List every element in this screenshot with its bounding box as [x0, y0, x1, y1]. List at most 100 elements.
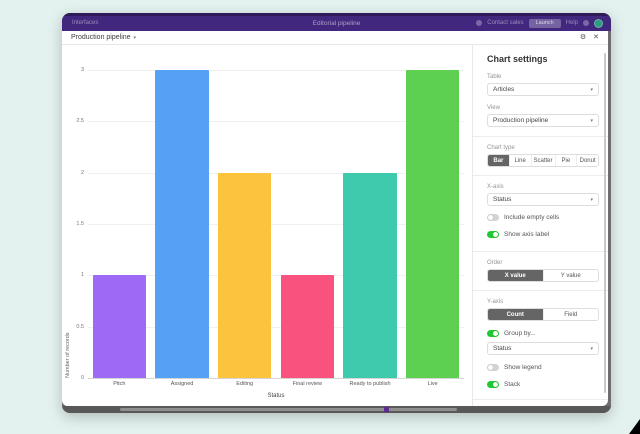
- bar-column: Editing: [213, 70, 276, 387]
- bar-ready-to-publish: [343, 172, 397, 378]
- app-header: Interfaces Editorial pipeline Contact sa…: [62, 13, 611, 31]
- y-tick-label: 2.5: [76, 118, 84, 125]
- stack-toggle[interactable]: [487, 381, 499, 388]
- table-select[interactable]: Articles ▾: [487, 83, 599, 96]
- chevron-down-icon: ▾: [133, 34, 137, 41]
- x-tick-label: Ready to publish: [349, 381, 391, 387]
- segment-field[interactable]: Field: [543, 309, 598, 320]
- launch-button[interactable]: Launch: [528, 18, 561, 28]
- bar-column: Final review: [276, 70, 339, 387]
- include-empty-row: Include empty cells: [487, 209, 599, 226]
- stack-row: Stack: [487, 376, 599, 393]
- view-select[interactable]: Production pipeline ▾: [487, 114, 599, 127]
- view-selector-label: Production pipeline: [71, 34, 131, 41]
- divider: [473, 251, 608, 252]
- gear-icon[interactable]: ⚙: [579, 34, 587, 41]
- segment-count[interactable]: Count: [488, 309, 544, 320]
- x-tick-label: Assigned: [170, 381, 194, 387]
- chevron-down-icon: ▾: [590, 86, 593, 93]
- group-by-select[interactable]: Status ▾: [487, 342, 599, 355]
- segment-pie[interactable]: Pie: [555, 155, 578, 166]
- dialog-toolbar: Production pipeline ▾ ⚙ ✕: [62, 31, 608, 45]
- x-tick-label: Pitch: [113, 381, 126, 387]
- show-axis-label-label: Show axis label: [504, 231, 550, 238]
- include-empty-toggle[interactable]: [487, 214, 499, 221]
- bar-column: Assigned: [151, 70, 214, 387]
- x-tick-label: Final review: [292, 381, 323, 387]
- divider: [473, 136, 608, 137]
- header-left-label[interactable]: Interfaces: [72, 20, 99, 26]
- segment-scatter[interactable]: Scatter: [531, 155, 556, 166]
- segment-y-value[interactable]: Y value: [543, 270, 598, 281]
- gridline: [88, 326, 464, 328]
- group-by-select-value: Status: [493, 345, 512, 352]
- x-axis-select-value: Status: [493, 196, 512, 203]
- dimmed-page-element: [384, 407, 389, 412]
- segment-line[interactable]: Line: [509, 155, 532, 166]
- chevron-down-icon: ▾: [590, 196, 593, 203]
- table-select-value: Articles: [493, 86, 515, 93]
- bar-final-review: [280, 275, 334, 378]
- view-select-value: Production pipeline: [493, 117, 549, 124]
- divider: [473, 175, 608, 176]
- headset-icon: [476, 20, 483, 26]
- bar-column: Live: [401, 70, 464, 387]
- panel-scrollbar[interactable]: [604, 53, 606, 393]
- y-tick-label: 1.5: [76, 221, 84, 227]
- segment-x-value[interactable]: X value: [488, 270, 544, 281]
- x-axis-label: X-axis: [487, 184, 504, 190]
- chevron-down-icon: ▾: [590, 117, 593, 124]
- bar-live: [406, 70, 460, 378]
- bar-editing: [218, 172, 272, 378]
- show-legend-label: Show legend: [504, 364, 542, 371]
- view-field-label: View: [487, 105, 500, 111]
- group-by-row: Group by...: [487, 325, 599, 342]
- horizontal-scrollbar-thumb[interactable]: [120, 408, 457, 411]
- avatar[interactable]: [594, 18, 603, 28]
- bar-column: Ready to publish: [339, 70, 402, 387]
- plot-area: 0 0.5 1 1.5 2 2.5 3 Pitch Assigned Editing Final r…: [76, 67, 464, 387]
- help-link[interactable]: Help: [565, 20, 578, 26]
- mouse-cursor: [629, 419, 640, 434]
- x-axis-title: Status: [267, 393, 285, 399]
- contact-sales-link[interactable]: Contact sales: [487, 20, 524, 26]
- gridline: [88, 224, 464, 225]
- bar-column: Pitch: [88, 70, 151, 387]
- bar-assigned: [155, 70, 209, 378]
- page-bottom-scrollbar: [62, 406, 611, 413]
- group-by-toggle[interactable]: [487, 330, 499, 337]
- chevron-down-icon: ▾: [590, 345, 593, 352]
- order-segmented: X value Y value: [487, 269, 599, 282]
- gridline: [88, 70, 464, 71]
- chart-type-label: Chart type: [487, 145, 515, 151]
- table-field-label: Table: [487, 74, 502, 80]
- segment-bar[interactable]: Bar: [488, 155, 510, 166]
- bell-icon[interactable]: [583, 20, 589, 26]
- done-row: Done: [473, 399, 608, 406]
- gridline: [88, 275, 464, 277]
- chart-type-segmented: Bar Line Scatter Pie Donut: [487, 154, 599, 167]
- show-axis-label-toggle[interactable]: [487, 231, 499, 238]
- x-axis-select[interactable]: Status ▾: [487, 193, 599, 206]
- y-tick-label: 3: [80, 67, 84, 73]
- show-legend-row: Show legend: [487, 364, 599, 376]
- y-tick-label: 0.5: [76, 323, 84, 330]
- stack-label: Stack: [504, 381, 521, 388]
- view-selector[interactable]: Production pipeline ▾: [71, 34, 136, 41]
- x-tick-label: Editing: [236, 381, 254, 387]
- divider: [473, 290, 608, 291]
- show-axis-label-row: Show axis label: [487, 226, 599, 243]
- show-legend-toggle[interactable]: [487, 364, 499, 371]
- close-icon[interactable]: ✕: [593, 34, 599, 41]
- y-axis-segmented: Count Field: [487, 308, 599, 321]
- y-axis-title: Number of records: [65, 332, 71, 378]
- include-empty-label: Include empty cells: [504, 214, 560, 221]
- panel-title: Chart settings: [487, 54, 548, 64]
- group-by-label: Group by...: [504, 330, 536, 337]
- order-label: Order: [487, 260, 503, 266]
- chart-region: Number of records 0 0.5 1 1.5 2 2.5 3 Pitch Assi…: [62, 45, 472, 406]
- segment-donut[interactable]: Donut: [577, 155, 598, 166]
- chart-dialog: Production pipeline ▾ ⚙ ✕ Number of reco…: [62, 31, 608, 406]
- y-tick-label: 0: [80, 375, 84, 381]
- bar-pitch: [92, 275, 146, 378]
